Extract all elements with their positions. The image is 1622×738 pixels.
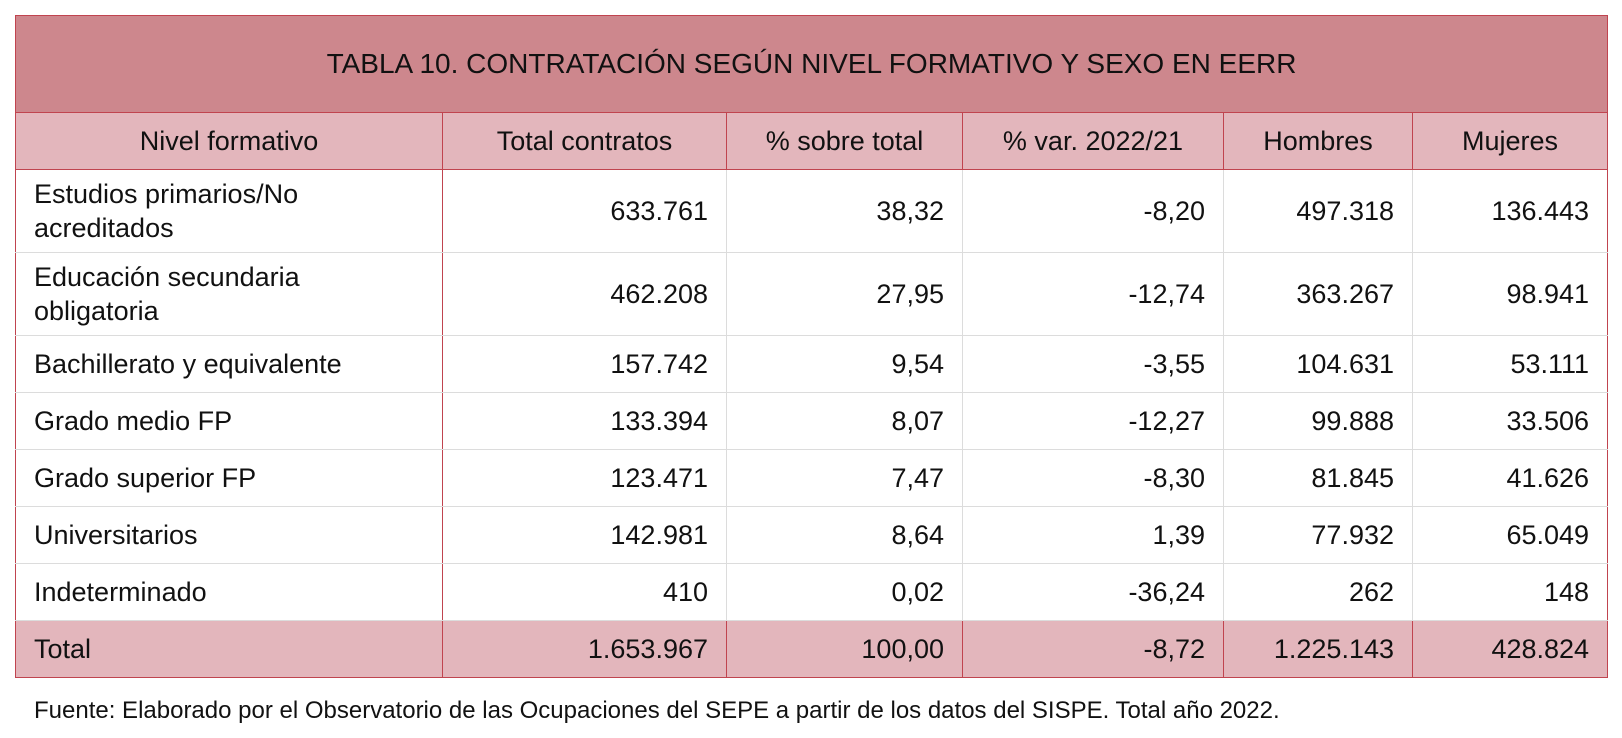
cell: 133.394 — [442, 392, 727, 450]
cell: 1.653.967 — [442, 620, 727, 678]
cell: -8,72 — [962, 620, 1224, 678]
cell: -3,55 — [962, 335, 1224, 393]
source-note: Fuente: Elaborado por el Observatorio de… — [34, 697, 1280, 724]
total-row: Total 1.653.967 100,00 -8,72 1.225.143 428.82… — [15, 620, 1609, 678]
cell: 633.761 — [442, 169, 727, 253]
data-row: Grado superior FP 123.471 7,47 -8,30 81.845 4… — [15, 449, 1609, 507]
cell: 98.941 — [1411, 252, 1609, 336]
column-header: % sobre total — [726, 112, 963, 170]
cell: 123.471 — [442, 449, 727, 507]
cell: 8,07 — [726, 392, 963, 450]
cell: 142.981 — [442, 506, 727, 564]
cell: 1.225.143 — [1223, 620, 1413, 678]
cell: 0,02 — [726, 563, 963, 621]
cell: 428.824 — [1411, 620, 1609, 678]
column-header: Mujeres — [1411, 112, 1609, 170]
data-row: Grado medio FP 133.394 8,07 -12,27 99.888 33.… — [15, 392, 1609, 450]
row-label: Bachillerato y equivalente — [15, 335, 443, 393]
cell: 157.742 — [442, 335, 727, 393]
cell: 462.208 — [442, 252, 727, 336]
table-title: TABLA 10. CONTRATACIÓN SEGÚN NIVEL FORMA… — [14, 15, 1609, 113]
cell: 65.049 — [1411, 506, 1609, 564]
cell: -12,27 — [962, 392, 1224, 450]
cell: 81.845 — [1223, 449, 1413, 507]
data-row: Indeterminado 410 0,02 -36,24 262 148 — [15, 563, 1609, 621]
cell: 100,00 — [726, 620, 963, 678]
cell: 99.888 — [1223, 392, 1413, 450]
cell: 7,47 — [726, 449, 963, 507]
row-label: Educación secundaria obligatoria — [15, 252, 443, 336]
data-row: Bachillerato y equivalente 157.742 9,54 -3,… — [15, 335, 1609, 393]
cell: -8,30 — [962, 449, 1224, 507]
cell: 41.626 — [1411, 449, 1609, 507]
cell: 104.631 — [1223, 335, 1413, 393]
column-header: Nivel formativo — [15, 112, 443, 170]
cell: 148 — [1411, 563, 1609, 621]
column-header: Hombres — [1223, 112, 1413, 170]
cell: -36,24 — [962, 563, 1224, 621]
column-header: Total contratos — [442, 112, 727, 170]
cell: 262 — [1223, 563, 1413, 621]
row-label: Grado superior FP — [15, 449, 443, 507]
column-header: % var. 2022/21 — [962, 112, 1224, 170]
row-label: Grado medio FP — [15, 392, 443, 450]
header-row: Nivel formativo Total contratos% sobre to… — [15, 112, 1609, 170]
cell: 136.443 — [1411, 169, 1609, 253]
row-label: Estudios primarios/No acreditados — [15, 169, 443, 253]
cell: 53.111 — [1411, 335, 1609, 393]
cell: 27,95 — [726, 252, 963, 336]
data-row: Universitarios 142.981 8,64 1,39 77.932 65.04… — [15, 506, 1609, 564]
data-row: Estudios primarios/No acreditados 633.761… — [15, 169, 1609, 253]
cell: -12,74 — [962, 252, 1224, 336]
cell: 410 — [442, 563, 727, 621]
cell: 33.506 — [1411, 392, 1609, 450]
cell: 9,54 — [726, 335, 963, 393]
cell: -8,20 — [962, 169, 1224, 253]
cell: 1,39 — [962, 506, 1224, 564]
data-row: Educación secundaria obligatoria 462.208 2… — [15, 252, 1609, 336]
data-table: TABLA 10. CONTRATACIÓN SEGÚN NIVEL FORMA… — [14, 15, 1609, 678]
row-label: Total — [15, 620, 443, 678]
cell: 363.267 — [1223, 252, 1413, 336]
cell: 38,32 — [726, 169, 963, 253]
row-label: Indeterminado — [15, 563, 443, 621]
cell: 497.318 — [1223, 169, 1413, 253]
cell: 77.932 — [1223, 506, 1413, 564]
row-label: Universitarios — [15, 506, 443, 564]
cell: 8,64 — [726, 506, 963, 564]
